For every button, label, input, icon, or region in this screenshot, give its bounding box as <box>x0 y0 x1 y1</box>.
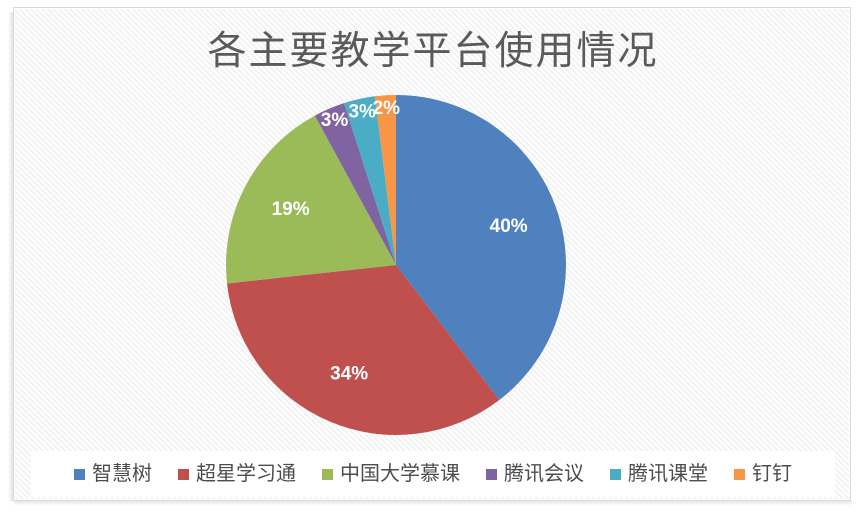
pie-chart: 40% 34% 19% 3% 3% 2% <box>14 8 852 502</box>
frame-shadow-left <box>8 12 13 501</box>
legend-color-swatch <box>486 468 497 480</box>
pie-slice[interactable] <box>227 265 500 435</box>
legend-item-label: 腾讯会议 <box>504 463 584 485</box>
pie-slice-label: 40% <box>490 216 528 237</box>
pie-svg: 40%34%19%3% 3%2% <box>226 94 566 435</box>
legend-item-label: 钉钉 <box>752 463 792 485</box>
pie-slice-label: 19% <box>272 199 310 220</box>
legend-item-label: 超星学习通 <box>196 463 296 485</box>
pie-slice-label: 3% <box>321 110 349 131</box>
chart-title: 各主要教学平台使用情况 <box>207 30 659 73</box>
pie-slice-label: 2% <box>373 98 401 119</box>
pie-label-group: 40%34%19%3% 3%2% <box>272 98 528 384</box>
legend-color-swatch <box>322 468 333 480</box>
pie-slice-label: 34% <box>330 363 368 384</box>
pie-slice-group <box>226 94 566 435</box>
legend-color-swatch <box>610 468 621 480</box>
legend-item-label: 中国大学慕课 <box>340 463 460 485</box>
legend-item[interactable]: 超星学习通 <box>178 464 296 484</box>
legend-item[interactable]: 智慧树 <box>74 464 152 484</box>
legend-item[interactable]: 腾讯课堂 <box>610 464 708 484</box>
frame-shadow-bottom <box>14 501 852 506</box>
legend-color-swatch <box>734 468 745 480</box>
legend-item[interactable]: 腾讯会议 <box>486 464 584 484</box>
chart-legend: 智慧树 超星学习通 中国大学慕课 腾讯会议 腾讯课堂 钉钉 <box>31 451 835 497</box>
legend-color-swatch <box>74 468 85 480</box>
legend-item[interactable]: 中国大学慕课 <box>322 464 460 484</box>
pie-slice[interactable] <box>343 96 396 265</box>
pie-slice[interactable] <box>314 103 396 265</box>
chart-frame: 各主要教学平台使用情况 40% 34% 19% 3% 3% 2% 智慧树 超星学习通 中国大学… <box>13 7 851 501</box>
legend-item[interactable]: 钉钉 <box>734 464 792 484</box>
pie-slice[interactable] <box>374 94 396 265</box>
legend-color-swatch <box>178 468 189 480</box>
pie-slice-label: 3% <box>348 101 376 122</box>
legend-item-label: 智慧树 <box>92 463 152 485</box>
pie-slice[interactable] <box>226 115 396 284</box>
pie-slice[interactable] <box>396 95 566 400</box>
legend-item-label: 腾讯课堂 <box>628 463 708 485</box>
